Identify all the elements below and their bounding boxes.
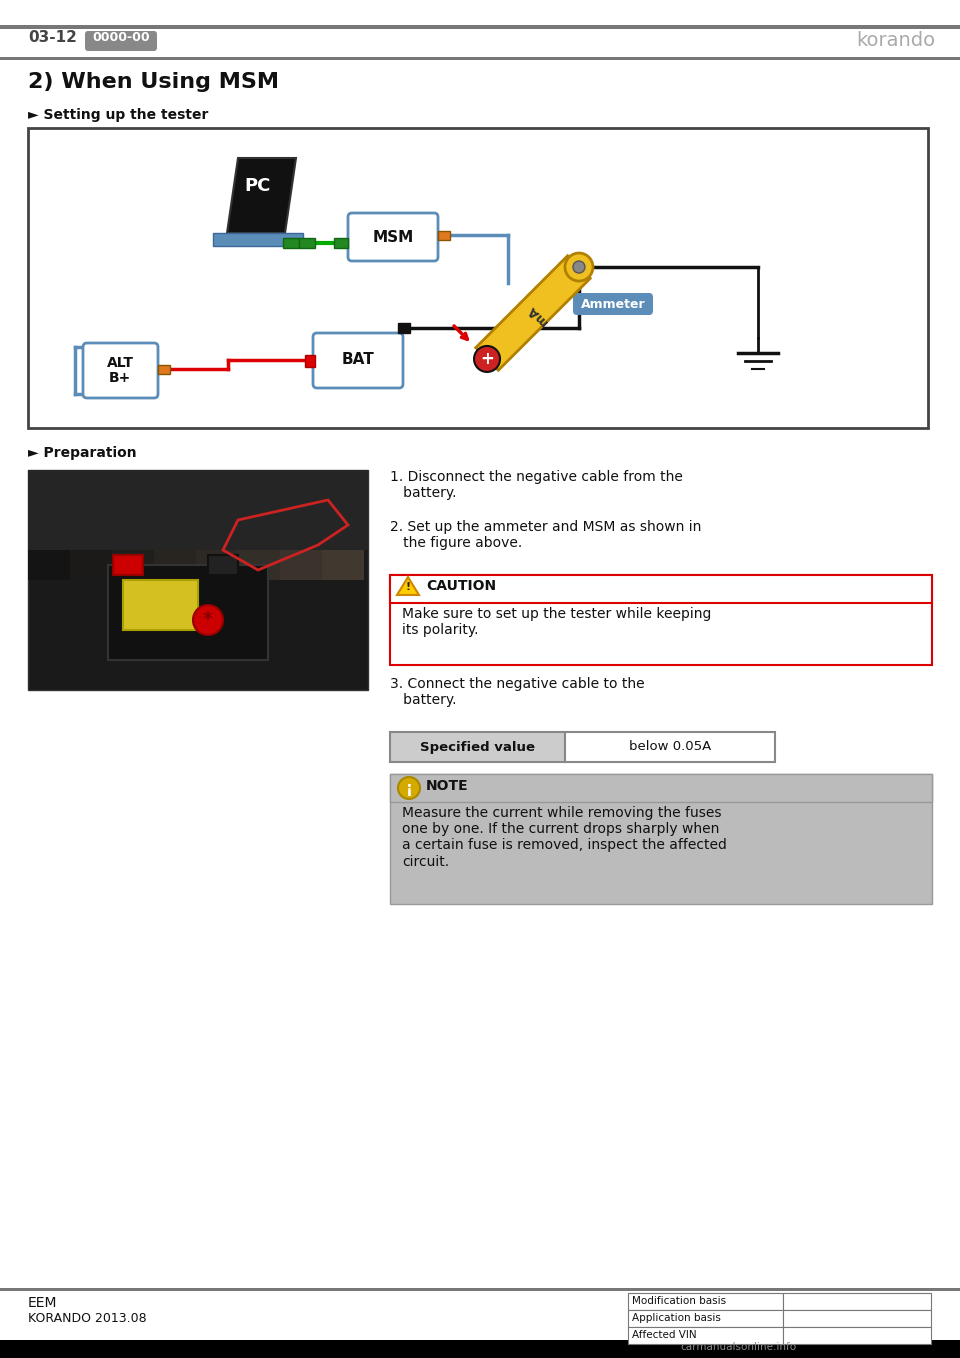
Bar bbox=[565, 732, 775, 762]
Text: KORANDO 2013.08: KORANDO 2013.08 bbox=[28, 1312, 147, 1325]
Text: Specified value: Specified value bbox=[420, 740, 535, 754]
Text: Application basis: Application basis bbox=[632, 1313, 721, 1323]
Bar bbox=[158, 365, 170, 373]
FancyBboxPatch shape bbox=[85, 31, 157, 52]
Text: ► Preparation: ► Preparation bbox=[28, 445, 136, 460]
Text: below 0.05A: below 0.05A bbox=[629, 740, 711, 754]
Bar bbox=[0, 0, 960, 24]
Bar bbox=[28, 470, 368, 690]
Text: *: * bbox=[203, 611, 213, 630]
Bar bbox=[390, 574, 932, 665]
Circle shape bbox=[474, 346, 500, 372]
FancyBboxPatch shape bbox=[83, 344, 158, 398]
Bar bbox=[0, 1287, 960, 1291]
Text: ALT: ALT bbox=[107, 356, 133, 369]
Text: B+: B+ bbox=[108, 371, 132, 386]
Polygon shape bbox=[227, 158, 296, 234]
Text: Make sure to set up the tester while keeping
its polarity.: Make sure to set up the tester while kee… bbox=[402, 607, 711, 637]
Bar bbox=[438, 231, 450, 240]
Bar bbox=[334, 238, 348, 249]
Text: Measure the current while removing the fuses
one by one. If the current drops sh: Measure the current while removing the f… bbox=[402, 807, 727, 869]
Bar bbox=[28, 128, 928, 428]
Bar bbox=[628, 1293, 783, 1310]
Bar bbox=[628, 1327, 783, 1344]
Text: EEM: EEM bbox=[28, 1296, 58, 1310]
Bar bbox=[390, 774, 932, 803]
Text: CAUTION: CAUTION bbox=[426, 579, 496, 593]
Bar bbox=[390, 774, 932, 904]
Text: +: + bbox=[480, 350, 494, 368]
Polygon shape bbox=[397, 577, 419, 595]
Bar bbox=[0, 29, 960, 57]
Bar bbox=[112, 470, 154, 580]
Text: Modification basis: Modification basis bbox=[632, 1296, 726, 1306]
Bar bbox=[398, 323, 410, 333]
Text: BAT: BAT bbox=[342, 353, 374, 368]
Bar bbox=[0, 57, 960, 60]
Text: PC: PC bbox=[245, 177, 271, 196]
Bar bbox=[299, 238, 315, 249]
Text: carmanualsonline.info: carmanualsonline.info bbox=[680, 1342, 796, 1353]
Bar bbox=[280, 470, 322, 580]
Bar bbox=[0, 1340, 960, 1358]
Bar bbox=[123, 580, 198, 630]
Bar bbox=[322, 470, 364, 580]
Text: NOTE: NOTE bbox=[426, 779, 468, 793]
Bar bbox=[390, 732, 565, 762]
Bar bbox=[238, 470, 280, 580]
Bar bbox=[113, 555, 143, 574]
Bar bbox=[305, 354, 315, 367]
Bar bbox=[108, 565, 268, 660]
Bar bbox=[208, 555, 238, 574]
Text: ► Setting up the tester: ► Setting up the tester bbox=[28, 109, 208, 122]
Polygon shape bbox=[213, 234, 303, 246]
Bar bbox=[283, 238, 299, 249]
Text: MSM: MSM bbox=[372, 230, 414, 244]
Bar bbox=[154, 470, 196, 580]
FancyBboxPatch shape bbox=[573, 293, 653, 315]
Text: Affected VIN: Affected VIN bbox=[632, 1329, 697, 1340]
Circle shape bbox=[193, 606, 223, 636]
Text: 3. Connect the negative cable to the
   battery.: 3. Connect the negative cable to the bat… bbox=[390, 678, 644, 708]
Circle shape bbox=[573, 261, 585, 273]
Circle shape bbox=[398, 777, 420, 799]
Text: korando: korando bbox=[856, 31, 935, 50]
Bar bbox=[783, 1293, 931, 1310]
Text: 2) When Using MSM: 2) When Using MSM bbox=[28, 72, 279, 92]
Text: 0000-00: 0000-00 bbox=[92, 31, 150, 43]
Bar bbox=[783, 1310, 931, 1327]
Bar bbox=[628, 1310, 783, 1327]
Text: 03-12: 03-12 bbox=[28, 30, 77, 45]
FancyBboxPatch shape bbox=[348, 213, 438, 261]
Bar bbox=[390, 574, 932, 603]
Bar bbox=[70, 470, 112, 580]
Text: 1. Disconnect the negative cable from the
   battery.: 1. Disconnect the negative cable from th… bbox=[390, 470, 683, 500]
Text: !: ! bbox=[405, 583, 411, 592]
Bar bbox=[28, 470, 70, 580]
FancyBboxPatch shape bbox=[313, 333, 403, 388]
Text: 2. Set up the ammeter and MSM as shown in
   the figure above.: 2. Set up the ammeter and MSM as shown i… bbox=[390, 520, 702, 550]
Text: mA: mA bbox=[525, 303, 551, 327]
Bar bbox=[0, 24, 960, 29]
Bar bbox=[783, 1327, 931, 1344]
Text: Ammeter: Ammeter bbox=[581, 297, 645, 311]
Text: ¡: ¡ bbox=[405, 781, 413, 796]
Bar bbox=[196, 470, 238, 580]
Bar bbox=[28, 470, 368, 550]
Polygon shape bbox=[476, 255, 590, 371]
Circle shape bbox=[565, 253, 593, 281]
